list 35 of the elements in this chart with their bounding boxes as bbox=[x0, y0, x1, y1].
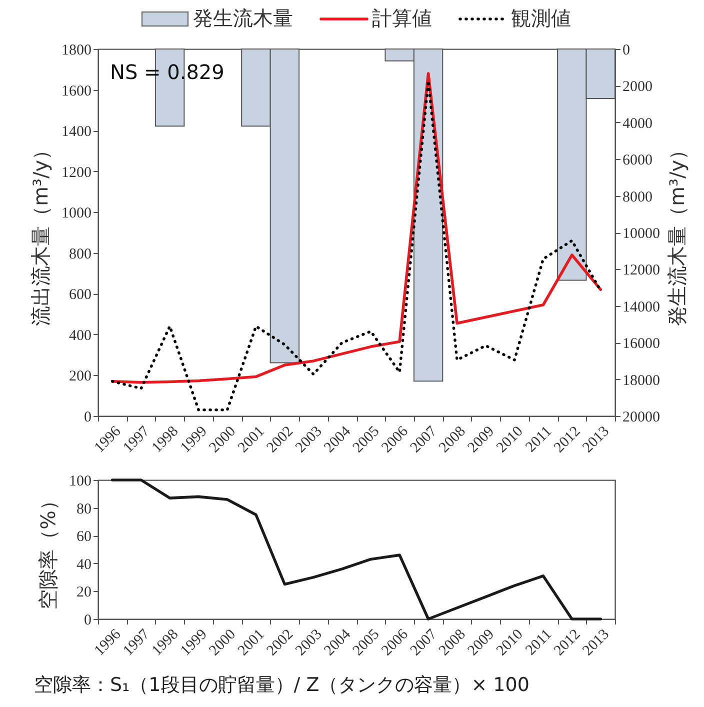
y-tick-label: 40 bbox=[76, 556, 92, 573]
y2-tick-label: 14000 bbox=[622, 299, 660, 316]
y-axis-title: 空隙率（%） bbox=[36, 490, 60, 610]
legend-label: 発生流木量 bbox=[193, 6, 293, 30]
y-tick-label: 1200 bbox=[62, 164, 92, 181]
y2-tick-label: 18000 bbox=[622, 372, 660, 389]
y2-tick-label: 16000 bbox=[622, 336, 660, 352]
y-tick-label: 60 bbox=[76, 529, 92, 546]
y-tick-label: 1400 bbox=[62, 124, 92, 140]
y-tick-label: 1800 bbox=[62, 42, 92, 58]
y2-tick-label: 8000 bbox=[622, 189, 652, 206]
legend-label: 観測値 bbox=[511, 6, 571, 30]
y-tick-label: 200 bbox=[69, 368, 92, 385]
y-tick-label: 0 bbox=[84, 612, 92, 628]
y-tick-label: 0 bbox=[84, 410, 92, 426]
y-tick-label: 800 bbox=[69, 246, 92, 262]
y-tick-label: 80 bbox=[76, 501, 92, 518]
y2-tick-label: 0 bbox=[622, 42, 630, 58]
y-axis-title: 流出流木量（m³/y） bbox=[28, 140, 52, 326]
y-tick-label: 600 bbox=[69, 287, 92, 304]
y-tick-label: 20 bbox=[76, 584, 92, 601]
line-series bbox=[110, 478, 602, 620]
y2-axis-title: 発生流木量（m³/y） bbox=[665, 140, 689, 326]
y-tick-label: 100 bbox=[69, 474, 92, 490]
y2-tick-label: 2000 bbox=[622, 79, 652, 96]
y2-tick-label: 20000 bbox=[622, 410, 660, 426]
y2-tick-label: 10000 bbox=[622, 226, 660, 242]
y2-tick-label: 12000 bbox=[622, 262, 660, 279]
y2-tick-label: 6000 bbox=[622, 152, 652, 169]
legend-label: 計算値 bbox=[372, 6, 432, 30]
text: 空隙率：S₁（1段目の貯留量）/ Z（タンクの容量）× 100 bbox=[34, 674, 530, 696]
y2-tick-label: 4000 bbox=[622, 116, 652, 132]
y-tick-label: 1000 bbox=[62, 206, 92, 222]
y-tick-label: 400 bbox=[69, 328, 92, 344]
y-tick-label: 1600 bbox=[62, 83, 92, 100]
